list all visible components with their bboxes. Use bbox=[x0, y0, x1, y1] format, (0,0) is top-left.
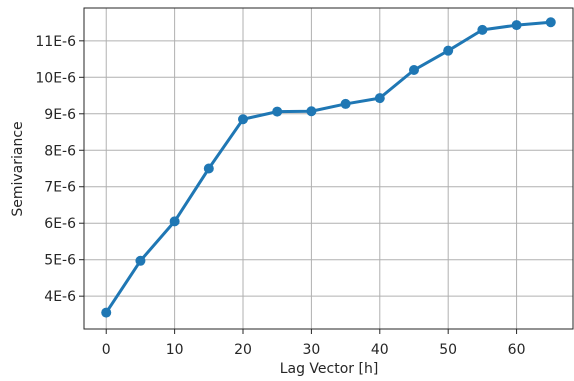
x-tick-label: 10 bbox=[166, 342, 184, 358]
x-tick-label: 60 bbox=[508, 342, 526, 358]
x-tick-label: 30 bbox=[302, 342, 320, 358]
data-point bbox=[238, 114, 249, 125]
y-axis-label: Semivariance bbox=[10, 121, 26, 216]
data-point bbox=[306, 106, 317, 117]
x-tick-label: 40 bbox=[371, 342, 389, 358]
y-tick-label: 8E-6 bbox=[44, 143, 76, 159]
y-tick-label: 6E-6 bbox=[44, 216, 76, 232]
data-point bbox=[135, 255, 146, 266]
y-tick-label: 7E-6 bbox=[44, 180, 76, 196]
y-axis-ticks: 4E-6 5E-6 6E-6 7E-6 8E-6 9E-6 10E-6 11E-6 bbox=[35, 34, 84, 305]
data-point bbox=[511, 20, 522, 31]
plot-frame bbox=[83, 7, 574, 330]
x-tick-label: 20 bbox=[234, 342, 252, 358]
x-tick-label: 50 bbox=[439, 342, 457, 358]
y-tick-label: 11E-6 bbox=[35, 34, 76, 50]
y-tick-label: 5E-6 bbox=[44, 253, 76, 269]
data-point bbox=[443, 45, 454, 56]
data-series bbox=[101, 17, 556, 318]
data-point bbox=[272, 106, 283, 117]
data-point bbox=[408, 65, 419, 76]
data-point bbox=[340, 98, 351, 109]
grid-lines bbox=[84, 8, 573, 329]
y-tick-label: 9E-6 bbox=[44, 107, 76, 123]
y-tick-label: 4E-6 bbox=[44, 289, 76, 305]
data-point bbox=[169, 216, 180, 227]
data-point bbox=[101, 307, 112, 318]
series-line bbox=[104, 20, 553, 315]
x-axis-ticks: 0 10 20 30 40 50 60 bbox=[102, 329, 526, 358]
x-tick-label: 0 bbox=[102, 342, 111, 358]
data-point bbox=[203, 163, 214, 174]
data-point bbox=[477, 24, 488, 35]
y-tick-label: 10E-6 bbox=[35, 70, 76, 86]
x-axis-label: Lag Vector [h] bbox=[280, 361, 379, 377]
data-point bbox=[545, 17, 556, 28]
data-point bbox=[374, 93, 385, 104]
